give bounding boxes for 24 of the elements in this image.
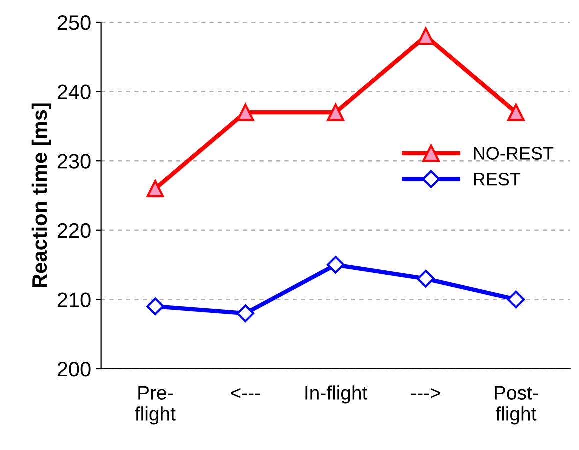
y-tick-label: 200 [58,362,91,377]
y-tick-label: 210 [58,292,91,308]
point [326,256,345,274]
legend-label: NO-REST [474,147,554,160]
point [417,270,435,288]
y-tick-label: 230 [58,154,91,169]
legend-label: REST [474,173,521,186]
x-tick-label: ---> [411,388,440,398]
point [507,290,526,309]
point [327,104,345,122]
x-tick-label: In-flight [306,386,368,404]
point [236,104,254,122]
y-tick-label: 220 [58,223,91,238]
x-tick-label: Pre- flight [135,386,176,425]
x-tick-label: Post- flight [495,386,538,425]
point [236,304,255,322]
point [146,180,164,198]
x-tick-label: <--- [231,388,260,398]
y-axis-title: Reaction time [ms] [32,104,52,288]
point [417,28,435,46]
point [146,298,164,316]
y-tick-label: 240 [58,84,91,100]
y-tick-label: 250 [58,16,91,30]
point [508,104,525,122]
